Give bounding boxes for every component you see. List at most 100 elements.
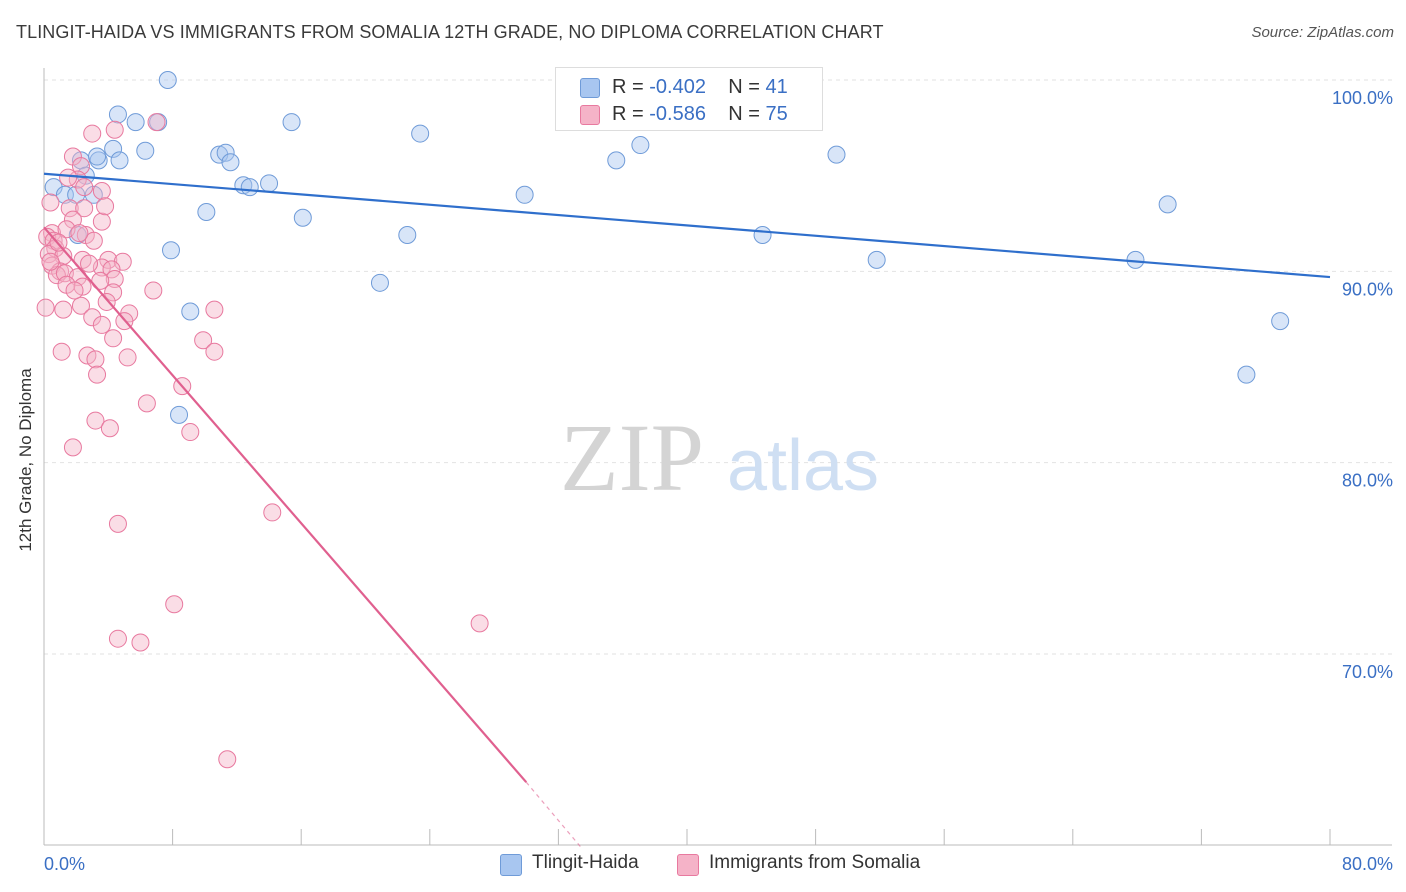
data-point bbox=[282, 113, 301, 132]
grid-lines bbox=[44, 79, 1392, 655]
legend-r-value: -0.586 bbox=[649, 103, 706, 125]
data-point bbox=[88, 147, 107, 166]
watermark: ZIP atlas bbox=[560, 404, 879, 511]
data-point bbox=[84, 231, 103, 250]
data-point bbox=[96, 197, 115, 216]
chart-title: TLINGIT-HAIDA VS IMMIGRANTS FROM SOMALIA… bbox=[16, 22, 884, 42]
data-point bbox=[92, 315, 111, 334]
data-point bbox=[137, 394, 156, 413]
stats-legend: R = -0.402 N = 41 R = -0.586 N = 75 bbox=[555, 67, 823, 131]
data-point bbox=[59, 168, 78, 187]
data-point bbox=[411, 124, 430, 143]
data-point bbox=[161, 241, 180, 260]
data-point bbox=[398, 225, 417, 244]
data-point bbox=[147, 113, 166, 132]
data-point bbox=[370, 273, 389, 292]
series-legend-swatch-somalia bbox=[677, 854, 699, 876]
data-point bbox=[75, 199, 94, 218]
data-point bbox=[470, 614, 489, 633]
data-point bbox=[71, 157, 90, 176]
data-point bbox=[63, 438, 82, 457]
data-point bbox=[97, 292, 116, 311]
data-point bbox=[100, 419, 119, 438]
x-tick-label: 80.0% bbox=[1342, 854, 1393, 874]
legend-n-value: 41 bbox=[765, 76, 788, 98]
data-point bbox=[104, 139, 123, 158]
data-point bbox=[165, 595, 184, 614]
series-legend-swatch-tlingit bbox=[500, 854, 522, 876]
data-point bbox=[75, 178, 94, 197]
legend-n-label: N = bbox=[728, 103, 760, 125]
data-point bbox=[221, 153, 240, 172]
data-point bbox=[753, 225, 772, 244]
data-point bbox=[83, 124, 102, 143]
legend-r-label: R = bbox=[612, 76, 644, 98]
data-point bbox=[1158, 195, 1177, 214]
data-point bbox=[515, 185, 534, 204]
data-point bbox=[83, 308, 102, 327]
trend-line bbox=[43, 172, 1331, 279]
data-point bbox=[86, 411, 105, 430]
x-tick-label: 0.0% bbox=[44, 854, 85, 874]
data-point bbox=[181, 302, 200, 321]
data-point bbox=[218, 750, 237, 769]
data-point bbox=[158, 71, 177, 89]
data-point bbox=[263, 503, 282, 522]
data-point bbox=[240, 178, 259, 197]
data-point bbox=[194, 331, 213, 350]
data-point bbox=[205, 342, 224, 361]
series-legend-label-tlingit: Tlingit-Haida bbox=[532, 852, 639, 873]
legend-r-label: R = bbox=[612, 103, 644, 125]
legend-swatch-tlingit bbox=[580, 78, 600, 98]
y-axis-label: 12th Grade, No Diploma bbox=[16, 368, 35, 552]
y-tick-label: 100.0% bbox=[1332, 88, 1393, 108]
data-point bbox=[110, 151, 129, 170]
data-point bbox=[867, 250, 886, 269]
data-point bbox=[607, 151, 626, 170]
data-point bbox=[108, 629, 127, 648]
data-point bbox=[99, 250, 118, 269]
source-label: Source: ZipAtlas.com bbox=[1251, 24, 1394, 41]
data-point bbox=[1126, 250, 1145, 269]
data-point bbox=[260, 174, 279, 193]
data-point bbox=[1237, 365, 1256, 384]
data-point bbox=[102, 260, 121, 279]
data-point bbox=[293, 208, 312, 227]
data-point bbox=[170, 405, 189, 424]
data-point bbox=[108, 105, 127, 124]
trend-line-extension bbox=[525, 781, 583, 850]
legend-r-value: -0.402 bbox=[649, 76, 706, 98]
data-point bbox=[52, 342, 71, 361]
data-point bbox=[80, 254, 99, 273]
legend-n-label: N = bbox=[728, 76, 760, 98]
data-point bbox=[216, 143, 235, 162]
series-tlingit-haida-points bbox=[44, 71, 1290, 424]
data-point bbox=[92, 181, 111, 200]
data-point bbox=[197, 203, 216, 222]
y-tick-label: 90.0% bbox=[1342, 279, 1393, 299]
data-point bbox=[86, 350, 105, 369]
data-point bbox=[65, 281, 84, 300]
data-point bbox=[205, 300, 224, 319]
data-point bbox=[70, 224, 89, 243]
data-point bbox=[144, 281, 163, 300]
data-point bbox=[36, 298, 55, 317]
axes bbox=[43, 68, 1392, 846]
data-point bbox=[104, 283, 123, 302]
data-point bbox=[88, 365, 107, 384]
data-point bbox=[54, 300, 73, 319]
data-point bbox=[118, 348, 137, 367]
trend-line bbox=[43, 226, 528, 783]
tick-labels: 70.0% 80.0% 90.0% 100.0% 0.0% 80.0% bbox=[44, 88, 1393, 874]
data-point bbox=[92, 212, 111, 231]
series-legend-label-somalia: Immigrants from Somalia bbox=[709, 852, 921, 873]
data-point bbox=[39, 245, 58, 264]
data-point bbox=[108, 514, 127, 533]
watermark-atlas: atlas bbox=[727, 426, 879, 506]
legend-n-value: 75 bbox=[765, 103, 788, 125]
legend-swatch-somalia bbox=[580, 105, 600, 125]
trend-lines bbox=[43, 172, 1331, 850]
data-point bbox=[41, 252, 60, 271]
data-point bbox=[827, 145, 846, 164]
